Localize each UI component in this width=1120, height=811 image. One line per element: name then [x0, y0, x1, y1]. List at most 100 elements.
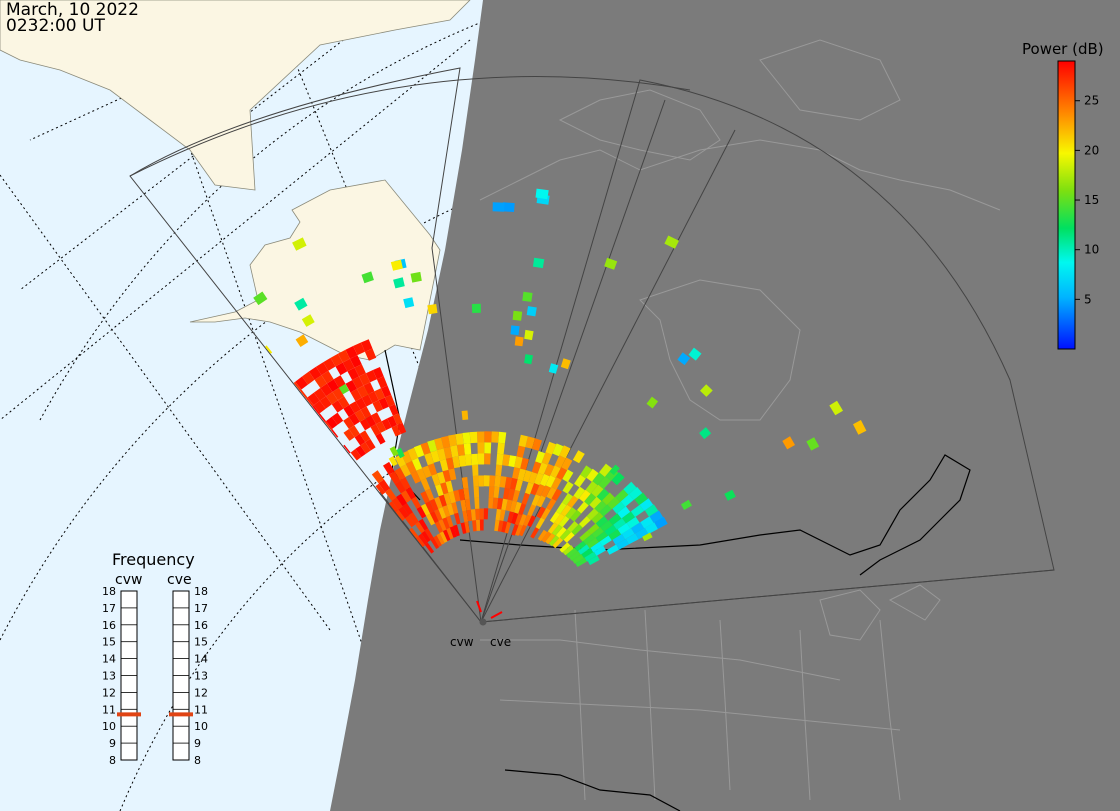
freq-tick-label: 15	[102, 636, 116, 649]
colorbar-gradient	[1057, 60, 1076, 350]
date-label: March, 10 2022	[6, 0, 139, 20]
echo-cell	[348, 425, 360, 438]
echo-cell	[535, 188, 549, 200]
echo-cell	[608, 513, 622, 526]
echo-cell	[566, 547, 578, 558]
echo-cell	[360, 406, 372, 419]
echo-cell	[491, 431, 499, 443]
echo-cell	[331, 412, 344, 425]
echo-cell	[434, 496, 443, 509]
echo-cell	[393, 277, 405, 289]
echo-cell	[609, 464, 620, 476]
echo-cell	[546, 498, 557, 511]
canada-coast	[479, 139, 1001, 211]
echo-cell	[451, 502, 459, 514]
echo-cell	[472, 464, 479, 476]
echo-cell	[596, 488, 610, 501]
echo-cell	[518, 524, 527, 537]
cve-beam-edge	[480, 129, 736, 623]
echo-cell	[416, 506, 427, 519]
echo-cell	[591, 512, 604, 524]
echo-cell	[308, 366, 322, 380]
echo-cell	[494, 475, 501, 488]
echo-cell	[558, 515, 570, 528]
echo-cell	[591, 484, 604, 498]
echo-cell	[319, 396, 332, 409]
echo-cell	[577, 501, 589, 514]
meridian-line	[269, 0, 601, 811]
echo-cell	[314, 375, 327, 388]
echo-cell	[510, 325, 520, 336]
echo-cell	[396, 447, 405, 459]
echo-cell	[469, 431, 478, 444]
freq-tick-label: 11	[102, 703, 116, 716]
echo-cell	[405, 460, 417, 474]
echo-cell	[512, 310, 523, 321]
echo-cell	[435, 484, 444, 497]
cve-beam-edge	[480, 99, 666, 623]
echo-cell	[517, 468, 526, 481]
echo-cell	[525, 436, 535, 449]
echo-cell	[418, 518, 428, 531]
echo-cell	[599, 504, 612, 517]
echo-cell	[466, 509, 472, 522]
echo-cell	[388, 404, 399, 416]
echo-cell	[360, 339, 373, 352]
echo-cell	[335, 362, 348, 376]
echo-cell	[555, 526, 567, 538]
freq-radar-label-cvw: cvw	[115, 572, 142, 588]
freq-scale-cve: 18 17 16 15 14 13 12 11 10 9 8	[169, 585, 208, 767]
echo-cell	[373, 483, 386, 497]
night-coastlines	[479, 39, 1001, 801]
echo-cell	[532, 257, 545, 269]
echo-cell	[579, 516, 591, 528]
echo-cell	[394, 480, 406, 494]
power-colorbar: Power (dB) 25 20 15 10 5	[1022, 40, 1104, 350]
echo-cell	[552, 443, 564, 457]
echo-cell	[427, 439, 437, 453]
echo-cell	[593, 545, 606, 556]
echo-cell	[516, 445, 526, 458]
freq-tick-label: 8	[194, 754, 201, 767]
state-boundaries	[799, 629, 811, 801]
echo-cell	[654, 516, 668, 529]
echo-cell	[530, 527, 540, 539]
echo-cell	[446, 515, 454, 528]
echo-cell	[416, 468, 427, 481]
echo-cell	[550, 465, 561, 478]
echo-cell	[604, 524, 617, 536]
echo-cell	[326, 391, 338, 405]
echo-cell	[635, 527, 649, 540]
echo-cell	[532, 438, 542, 451]
echo-cell	[446, 503, 455, 516]
echo-cell	[504, 521, 511, 534]
echo-cell	[677, 352, 691, 366]
echo-cell	[431, 473, 441, 486]
echo-cell	[442, 529, 451, 542]
echo-cell	[427, 304, 438, 315]
echo-cell	[370, 424, 381, 436]
echo-cell	[530, 483, 540, 496]
echo-cell	[496, 453, 504, 466]
echo-cell	[497, 442, 505, 455]
echo-cell	[455, 433, 464, 445]
freq-tick-label: 16	[194, 619, 208, 632]
echo-cell	[408, 527, 419, 539]
echo-cell	[410, 471, 421, 484]
freq-tick-label: 13	[194, 670, 208, 683]
echo-cell	[345, 380, 357, 393]
echo-cell	[584, 493, 597, 506]
echo-cell	[572, 554, 584, 564]
echo-cell	[371, 412, 382, 425]
echo-cell	[400, 464, 411, 477]
meridian-line	[179, 119, 421, 811]
echo-cell	[554, 455, 566, 469]
freq-tick-label: 9	[194, 737, 201, 750]
echo-cell	[639, 498, 654, 511]
echo-cell	[599, 463, 612, 477]
echo-cell	[404, 515, 416, 528]
echo-cell	[525, 482, 534, 495]
echo-cell	[368, 391, 379, 404]
echo-cell	[548, 535, 560, 547]
colorbar-tick-label: 20	[1084, 143, 1099, 157]
